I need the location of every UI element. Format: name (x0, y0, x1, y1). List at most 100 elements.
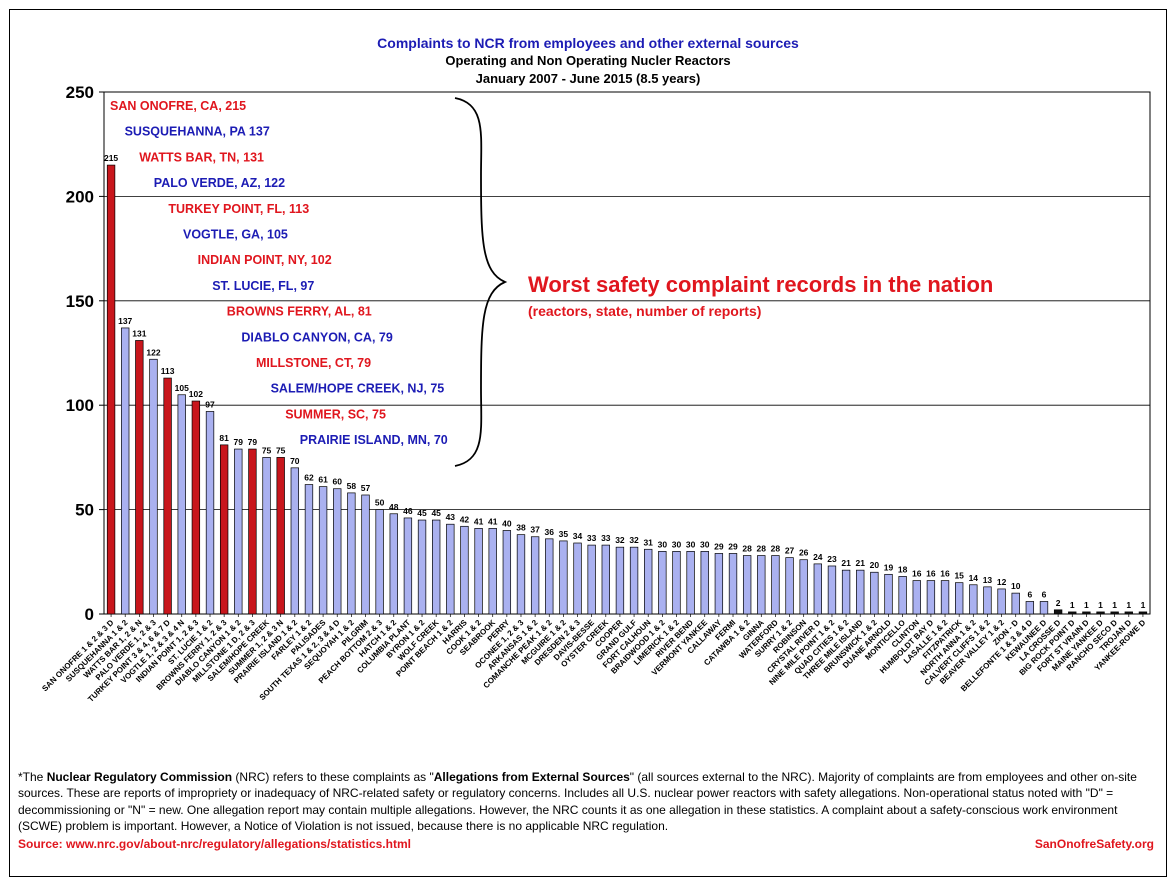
y-tick-label: 150 (66, 292, 94, 311)
top-list-item: SUSQUEHANNA, PA 137 (125, 125, 270, 139)
data-label: 102 (189, 389, 203, 399)
top-list-item: SAN ONOFRE, CA, 215 (110, 99, 246, 113)
data-label: 20 (870, 560, 880, 570)
top-list-item: INDIAN POINT, NY, 102 (198, 253, 332, 267)
bar (700, 551, 709, 615)
data-label: 1 (1112, 600, 1117, 610)
y-tick-label: 250 (66, 83, 94, 102)
y-tick-label: 200 (66, 187, 94, 206)
bar (771, 555, 780, 615)
bar (686, 551, 695, 615)
bar (502, 530, 512, 615)
data-label: 1 (1084, 600, 1089, 610)
bar (234, 448, 243, 615)
top-list-item: VOGTLE, GA, 105 (183, 228, 288, 242)
bar (1124, 611, 1133, 615)
data-label: 45 (417, 508, 427, 518)
bar (375, 509, 384, 615)
allegations-term: Allegations from External Sources (433, 770, 630, 784)
data-label: 30 (658, 539, 668, 549)
data-label: 42 (460, 514, 470, 524)
bar (262, 457, 271, 615)
bar (389, 513, 398, 615)
top-list-item: DIABLO CANYON, CA, 79 (241, 330, 392, 344)
data-label: 215 (104, 153, 118, 163)
data-label: 41 (474, 516, 484, 526)
bar (205, 411, 215, 615)
data-label: 61 (318, 475, 328, 485)
data-label: 41 (488, 516, 498, 526)
brand-link[interactable]: SanOnofreSafety.org (1034, 837, 1154, 851)
bar (516, 534, 526, 615)
data-label: 57 (361, 483, 371, 493)
data-label: 16 (940, 569, 950, 579)
data-label: 1 (1126, 600, 1131, 610)
bar (742, 555, 752, 615)
chart-subtitle-2: January 2007 - June 2015 (8.5 years) (475, 71, 701, 86)
top-list-item: WATTS BAR, TN, 131 (139, 150, 264, 164)
data-label: 21 (841, 558, 851, 568)
bar (191, 400, 201, 615)
data-label: 16 (926, 569, 936, 579)
bar (955, 582, 964, 615)
bar (545, 538, 554, 615)
data-label: 70 (290, 456, 300, 466)
bar (446, 523, 455, 615)
data-label: 19 (884, 562, 894, 572)
bar (1068, 611, 1077, 615)
data-label: 36 (545, 527, 555, 537)
data-label: 50 (375, 498, 385, 508)
data-label: 137 (118, 316, 132, 326)
bar (601, 544, 610, 615)
data-label: 18 (898, 564, 908, 574)
bar (856, 569, 865, 615)
data-label: 26 (799, 548, 809, 558)
bar (361, 494, 370, 615)
data-label: 1 (1141, 600, 1146, 610)
bar (785, 557, 794, 615)
bar (813, 563, 822, 615)
bar (248, 448, 257, 615)
data-label: 113 (161, 366, 175, 376)
bar (1082, 611, 1091, 615)
bar (417, 519, 427, 615)
bar (403, 517, 413, 615)
bar (1025, 601, 1035, 615)
data-label: 75 (276, 445, 286, 455)
chart-frame (9, 9, 1167, 877)
bar (658, 551, 667, 615)
top-list-item: TURKEY POINT, FL, 113 (168, 202, 309, 216)
bar (488, 528, 497, 615)
y-tick-label: 0 (85, 605, 94, 624)
top-list-item: SALEM/HOPE CREEK, NJ, 75 (271, 382, 445, 396)
bar (121, 327, 130, 615)
bar (983, 586, 992, 615)
bar (177, 394, 186, 615)
bar (827, 565, 837, 615)
data-label: 97 (205, 399, 215, 409)
top-list-item: PRAIRIE ISLAND, MN, 70 (300, 433, 448, 447)
data-label: 13 (983, 575, 993, 585)
data-label: 32 (629, 535, 639, 545)
top-list-item: BROWNS FERRY, AL, 81 (227, 305, 372, 319)
source-link[interactable]: Source: www.nrc.gov/about-nrc/regulatory… (18, 837, 411, 851)
data-label: 79 (234, 437, 244, 447)
data-label: 27 (785, 546, 795, 556)
top-list-item: ST. LUCIE, FL, 97 (212, 279, 314, 293)
curly-brace (454, 97, 508, 467)
bar (940, 580, 950, 615)
data-label: 58 (347, 481, 357, 491)
data-label: 10 (1011, 581, 1021, 591)
chart-title: Complaints to NCR from employees and oth… (377, 35, 799, 51)
data-label: 24 (813, 552, 823, 562)
bar (884, 573, 893, 615)
bar (587, 544, 596, 615)
bar (926, 580, 936, 615)
bar (1011, 592, 1020, 615)
data-label: 21 (855, 558, 865, 568)
data-label: 23 (827, 554, 837, 564)
bar (898, 576, 907, 615)
top-list-item: SUMMER, SC, 75 (285, 407, 386, 421)
callout-subheading: (reactors, state, number of reports) (528, 303, 761, 319)
data-label: 35 (559, 529, 569, 539)
